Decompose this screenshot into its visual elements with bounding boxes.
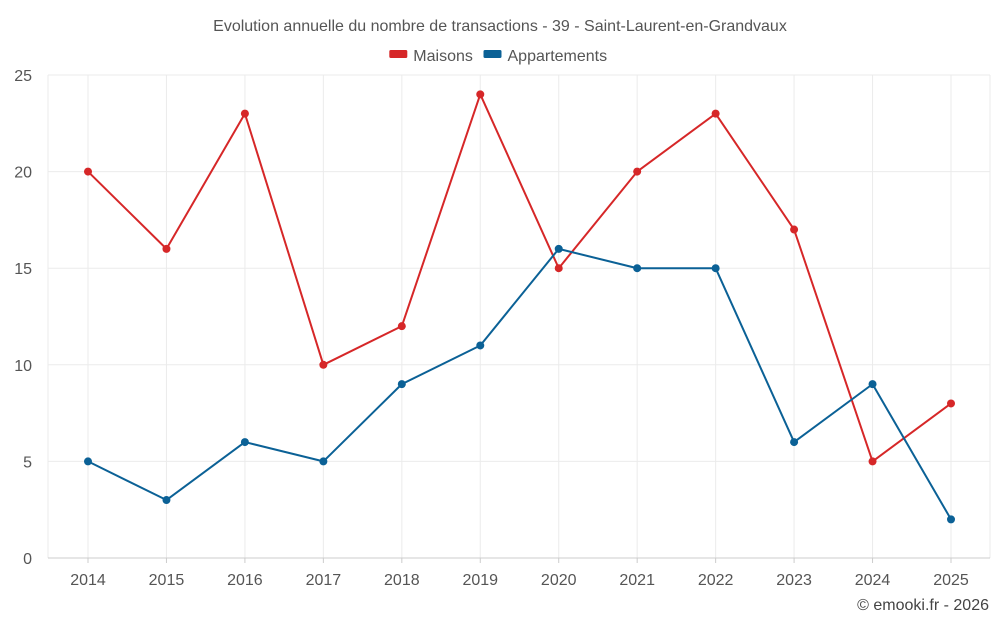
legend-swatch-appartements — [483, 50, 502, 58]
data-point-appartements — [84, 457, 92, 466]
data-point-maisons — [319, 360, 328, 369]
data-point-maisons — [790, 225, 799, 234]
y-tick-label: 5 — [23, 454, 32, 471]
x-tick-label: 2016 — [227, 572, 263, 589]
data-point-appartements — [790, 438, 799, 447]
x-tick-label: 2019 — [462, 572, 498, 589]
x-tick-label: 2014 — [70, 572, 106, 589]
chart-title: Evolution annuelle du nombre de transact… — [213, 18, 787, 35]
legend-swatch-maisons — [389, 50, 408, 58]
y-tick-label: 25 — [14, 68, 32, 85]
series-line-maisons — [87, 93, 952, 463]
data-point-maisons — [240, 109, 249, 118]
data-point-appartements — [711, 264, 720, 273]
data-point-appartements — [476, 341, 485, 350]
data-point-appartements — [947, 515, 955, 524]
y-tick-label: 0 — [23, 551, 32, 568]
data-point-appartements — [162, 496, 171, 505]
legend-label-maisons: Maisons — [413, 48, 473, 65]
series-line-appartements — [87, 247, 952, 520]
y-tick-label: 10 — [14, 358, 32, 375]
y-tick-label: 20 — [14, 165, 32, 182]
data-point-maisons — [947, 399, 955, 408]
legend: Maisons Appartements — [389, 48, 607, 65]
data-point-maisons — [711, 109, 720, 118]
data-point-appartements — [868, 380, 877, 389]
x-tick-label: 2024 — [855, 572, 891, 589]
x-tick-label: 2017 — [306, 572, 342, 589]
gridlines — [47, 74, 991, 558]
data-point-maisons — [868, 457, 877, 466]
y-tick-label: 15 — [14, 261, 32, 278]
data-point-maisons — [84, 167, 92, 176]
data-point-appartements — [633, 264, 642, 273]
x-tick-label: 2023 — [776, 572, 812, 589]
x-tick-label: 2022 — [698, 572, 734, 589]
data-point-maisons — [162, 244, 171, 253]
x-tick-label: 2025 — [933, 572, 969, 589]
x-tick-label: 2021 — [619, 572, 655, 589]
x-tick-label: 2018 — [384, 572, 420, 589]
legend-label-appartements: Appartements — [508, 48, 608, 65]
data-point-maisons — [476, 90, 485, 99]
series-layer — [84, 90, 955, 524]
data-point-maisons — [554, 264, 563, 273]
data-point-appartements — [397, 380, 406, 389]
data-point-appartements — [554, 244, 563, 253]
x-tick-label: 2020 — [541, 572, 577, 589]
data-point-appartements — [319, 457, 328, 466]
data-point-appartements — [240, 438, 249, 447]
data-point-maisons — [397, 322, 406, 331]
data-point-maisons — [633, 167, 642, 176]
credit-text: © emooki.fr - 2026 — [857, 597, 989, 614]
x-tick-label: 2015 — [149, 572, 185, 589]
